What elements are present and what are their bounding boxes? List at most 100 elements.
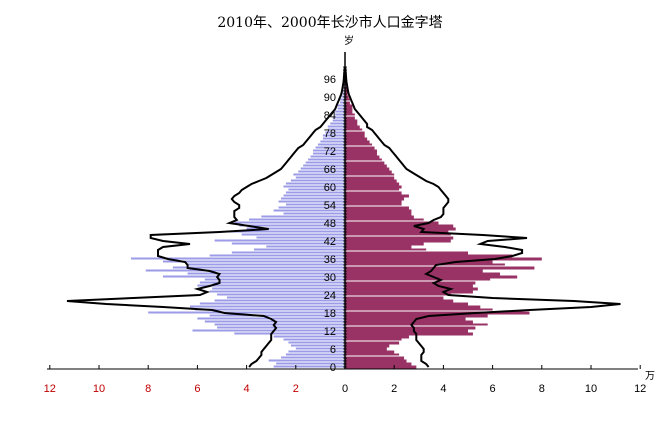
bar-left-2010-age-7: [290, 344, 345, 347]
bar-right-2010-age-56: [345, 197, 405, 201]
bar-left-2010-age-50: [261, 215, 345, 218]
bar-left-2010-age-20: [190, 305, 345, 308]
bar-left-2010-age-47: [239, 224, 345, 227]
bar-left-2010-age-34: [187, 263, 345, 266]
bar-left-2010-age-19: [194, 308, 345, 311]
bar-right-2010-age-12: [345, 329, 468, 333]
bar-right-2010-age-11: [345, 332, 473, 336]
bar-left-2010-age-54: [285, 203, 345, 206]
y-tick-label: 54: [324, 200, 336, 212]
bar-right-2010-age-71: [345, 152, 377, 156]
bar-right-2010-age-63: [345, 176, 395, 180]
bar-right-2010-age-67: [345, 164, 387, 168]
bar-right-2010-age-79: [345, 128, 363, 131]
bar-left-2010-age-41: [231, 242, 345, 245]
bar-right-2010-age-40: [345, 245, 412, 249]
bar-right-2010-age-3: [345, 356, 405, 360]
bar-left-2010-age-87: [337, 104, 345, 107]
bar-left-2010-age-36: [130, 257, 345, 260]
bar-left-2010-age-24: [217, 293, 345, 296]
bar-left-2010-age-84: [335, 113, 345, 116]
y-tick-label: 24: [324, 290, 336, 302]
x-tick-label-left: 0: [342, 383, 348, 395]
bar-right-2010-age-74: [345, 143, 373, 146]
chart-title: 2010年、2000年长沙市人口金字塔: [217, 14, 442, 31]
line-left-2000: [66, 66, 346, 368]
bar-right-2010-age-83: [345, 116, 355, 120]
y-tick-label: 48: [324, 218, 336, 230]
x-tick-label-left: 6: [194, 383, 200, 395]
bar-right-2010-age-77: [345, 134, 365, 138]
bar-left-2010-age-33: [172, 266, 345, 269]
bar-right-2010-age-46: [345, 227, 456, 231]
bar-left-2010-age-42: [214, 239, 345, 242]
y-tick-label: 12: [324, 326, 336, 338]
bar-left-2010-age-2: [268, 359, 345, 362]
bar-right-2010-age-47: [345, 224, 454, 228]
bar-left-2010-age-90: [341, 95, 345, 98]
x-tick-label-left: 8: [145, 383, 151, 395]
bar-right-2010-age-22: [345, 299, 454, 303]
y-axis-unit-label: 岁: [344, 34, 354, 47]
bar-left-2010-age-62: [290, 179, 345, 182]
bar-left-2010-age-43: [256, 236, 345, 239]
bar-right-2010-age-78: [345, 131, 365, 135]
y-tick-label: 96: [324, 74, 336, 86]
bar-left-2010-age-31: [187, 272, 345, 275]
bar-left-2010-age-81: [330, 122, 345, 125]
bar-left-2010-age-63: [295, 176, 345, 179]
bar-right-2010-age-10: [345, 335, 409, 339]
bar-right-2010-age-54: [345, 203, 402, 206]
bar-left-2010-age-77: [322, 134, 345, 137]
bar-right-2010-age-31: [345, 272, 500, 276]
bar-left-2010-age-69: [308, 158, 345, 161]
bar-right-2010-age-70: [345, 155, 380, 159]
bar-right-2010-age-88: [345, 101, 350, 105]
bar-left-2010-age-89: [340, 98, 345, 101]
bar-left-2010-age-17: [209, 314, 345, 317]
bar-right-2010-age-7: [345, 344, 390, 348]
y-tick-label: 18: [324, 308, 336, 320]
bar-right-2010-age-14: [345, 323, 488, 326]
bar-left-2010-age-8: [288, 341, 345, 344]
bar-left-2010-age-14: [214, 323, 345, 326]
bar-right-2010-age-13: [345, 326, 476, 330]
y-tick-label: 30: [324, 272, 336, 284]
bar-right-2010-age-57: [345, 194, 409, 198]
bar-right-2010-age-41: [345, 242, 424, 246]
bar-right-2010-age-75: [345, 140, 370, 144]
y-tick-label: 36: [324, 254, 336, 266]
bar-right-2010-age-44: [345, 233, 451, 236]
bar-right-2010-age-65: [345, 170, 392, 174]
bar-left-2010-age-27: [197, 284, 345, 287]
bar-left-2010-age-68: [305, 161, 345, 164]
bar-right-2010-age-58: [345, 191, 402, 195]
bar-right-2010-age-19: [345, 308, 493, 311]
y-tick-label: 84: [324, 110, 336, 122]
y-tick-label: 66: [324, 164, 336, 176]
bar-left-2010-age-26: [212, 287, 345, 290]
x-tick-label-left: 2: [293, 383, 299, 395]
bar-right-2010-age-81: [345, 122, 358, 126]
bar-left-2010-age-82: [332, 119, 345, 122]
bar-right-2010-age-26: [345, 287, 478, 291]
bar-right-2010-age-36: [345, 257, 542, 261]
bar-left-2010-age-39: [253, 248, 345, 251]
bar-right-2010-age-84: [345, 113, 355, 116]
bar-left-2010-age-73: [315, 146, 345, 149]
y-tick-label: 42: [324, 236, 336, 248]
bar-left-2010-age-1: [276, 362, 345, 365]
bar-right-2010-age-18: [345, 311, 530, 315]
bar-left-2010-age-9: [283, 338, 345, 341]
bar-right-2010-age-61: [345, 182, 400, 186]
x-tick-label-left: 4: [244, 383, 250, 395]
bar-left-2010-age-3: [281, 356, 345, 359]
bar-right-2010-age-50: [345, 215, 414, 219]
bar-right-2010-age-25: [345, 290, 473, 294]
bar-right-2010-age-73: [345, 146, 375, 150]
bar-right-2010-age-0: [345, 365, 417, 369]
x-tick-label-right: 10: [585, 383, 597, 395]
x-tick-label-right: 8: [539, 383, 545, 395]
bar-right-2010-age-34: [345, 263, 505, 266]
